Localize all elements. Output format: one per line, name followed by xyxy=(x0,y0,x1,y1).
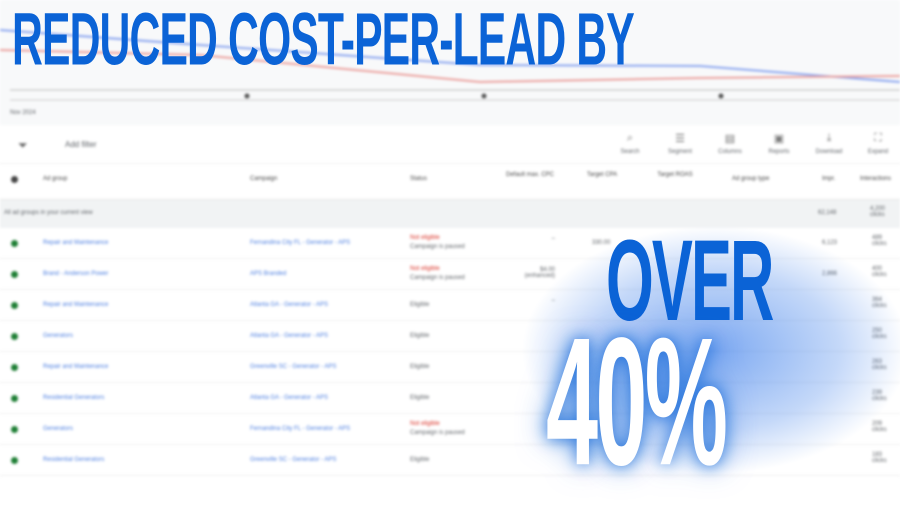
ad-group-link[interactable]: Generators xyxy=(43,426,74,432)
enabled-status-icon xyxy=(11,302,18,309)
ad-group-link[interactable]: Residential Generators xyxy=(43,457,105,463)
segment-button[interactable]: ☰ Segment xyxy=(660,132,700,155)
enabled-status-icon xyxy=(11,271,18,278)
columns-button[interactable]: ▤ Columns xyxy=(710,132,750,155)
segment-icon: ☰ xyxy=(675,133,685,145)
status-text: Eligible xyxy=(410,333,430,339)
series-blue xyxy=(0,29,900,83)
enabled-status-icon xyxy=(11,364,18,371)
ad-group-link[interactable]: Repair and Maintenance xyxy=(43,240,109,246)
status-text: Not eligible xyxy=(410,235,440,241)
performance-chart: Nov 2024 xyxy=(0,0,900,125)
enabled-status-icon xyxy=(11,457,18,464)
header-target-cpa[interactable]: Target CPA xyxy=(586,172,618,178)
total-row: All ad groups in your current view 62,14… xyxy=(0,200,900,228)
enabled-status-icon xyxy=(11,426,18,433)
reports-icon: ▣ xyxy=(773,133,785,145)
enabled-status-icon xyxy=(11,333,18,340)
ad-group-link[interactable]: Brand - Anderson Power xyxy=(43,271,109,277)
campaign-link[interactable]: Fernandina City FL - Generator - APS xyxy=(250,426,351,432)
callout-glow xyxy=(520,225,900,475)
header-default-cpc[interactable]: Default max. CPC xyxy=(505,172,554,178)
callout-over: OVER xyxy=(606,215,774,345)
campaign-link[interactable]: Greenville SC - Generator - APS xyxy=(250,364,337,370)
header-campaign[interactable]: Campaign xyxy=(250,176,278,182)
status-text: Not eligible xyxy=(410,266,440,272)
download-button[interactable]: ⤓ Download xyxy=(809,132,849,155)
status-text: Eligible xyxy=(410,364,430,370)
status-text: Eligible xyxy=(410,302,430,308)
columns-icon: ▤ xyxy=(724,133,736,145)
expand-icon: ⛶ xyxy=(874,132,882,144)
status-column-icon xyxy=(11,176,18,183)
table-toolbar: ⏷ Add filter ⌕ Search ☰ Segment ▤ Columns ▣… xyxy=(0,126,900,164)
promo-overlay: REDUCED COST-PER-LEAD BY OVER 40% xyxy=(12,0,900,494)
enabled-status-icon xyxy=(11,240,18,247)
search-button[interactable]: ⌕ Search xyxy=(610,132,650,155)
expand-button[interactable]: ⛶ Expand xyxy=(858,132,898,155)
status-text: Not eligible xyxy=(410,421,440,427)
download-icon: ⤓ xyxy=(826,132,832,144)
headline: REDUCED COST-PER-LEAD BY xyxy=(12,0,635,82)
enabled-status-icon xyxy=(11,395,18,402)
add-filter-button[interactable]: Add filter xyxy=(65,140,97,149)
chart-lines xyxy=(0,29,900,101)
table-header: Ad group Campaign Status Default max. CP… xyxy=(0,164,900,200)
header-ad-group[interactable]: Ad group xyxy=(43,176,68,182)
status-subtext: Campaign is paused xyxy=(410,244,465,250)
ad-group-link[interactable]: Generators xyxy=(43,333,74,339)
status-text: Eligible xyxy=(410,395,430,401)
chart-date-label: Nov 2024 xyxy=(10,110,36,116)
status-subtext: Campaign is paused xyxy=(410,275,465,281)
campaign-link[interactable]: Atlanta GA - Generator - APS xyxy=(250,395,329,401)
reports-button[interactable]: ▣ Reports xyxy=(759,132,799,155)
campaign-link[interactable]: APS Branded xyxy=(250,271,287,277)
ad-group-link[interactable]: Repair and Maintenance xyxy=(43,364,109,370)
header-ad-group-type[interactable]: Ad group type xyxy=(732,176,770,182)
campaign-link[interactable]: Fernandina City FL - Generator - APS xyxy=(250,240,351,246)
header-impr[interactable]: Impr. xyxy=(822,176,836,182)
campaign-link[interactable]: Atlanta GA - Generator - APS xyxy=(250,333,329,339)
search-icon: ⌕ xyxy=(626,132,634,144)
callout-percentage: 40% xyxy=(546,301,728,505)
header-status[interactable]: Status xyxy=(410,176,428,182)
header-interactions[interactable]: Interactions xyxy=(860,176,892,182)
status-subtext: Campaign is paused xyxy=(410,430,465,436)
header-target-roas[interactable]: Target ROAS xyxy=(657,172,693,178)
status-text: Eligible xyxy=(410,457,430,463)
campaign-link[interactable]: Atlanta GA - Generator - APS xyxy=(250,302,329,308)
ad-group-link[interactable]: Repair and Maintenance xyxy=(43,302,109,308)
filter-icon[interactable]: ⏷ xyxy=(18,138,28,152)
series-red xyxy=(0,49,900,84)
ad-group-link[interactable]: Residential Generators xyxy=(43,395,105,401)
campaign-link[interactable]: Greenville SC - Generator - APS xyxy=(250,457,337,463)
